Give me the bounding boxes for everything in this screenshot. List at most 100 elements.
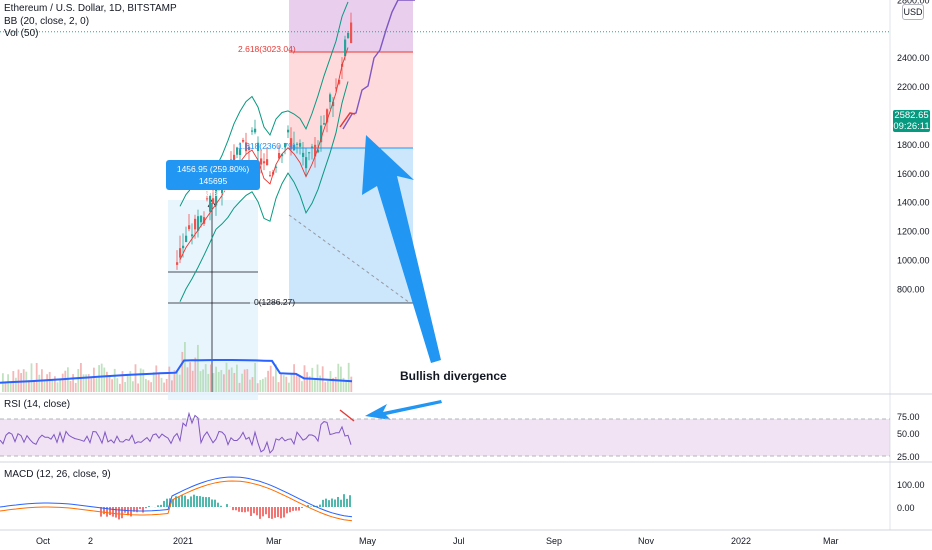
candle-body: [197, 216, 200, 231]
rsi-divergence-line: [339, 409, 355, 422]
volume-bar: [121, 371, 124, 392]
volume-bar: [204, 364, 207, 392]
candle-body: [296, 143, 299, 145]
macd-histogram-bar: [178, 497, 180, 507]
macd-tick-label: 100.00: [897, 480, 925, 490]
volume-bar: [217, 372, 220, 392]
volume-bar: [132, 381, 134, 392]
volume-bar: [202, 369, 204, 392]
macd-histogram-bar: [319, 504, 321, 507]
candle-body: [263, 161, 266, 164]
macd-histogram-bar: [274, 507, 276, 518]
volume-bar: [103, 367, 106, 392]
candle-body: [188, 225, 191, 230]
volume-bar: [329, 371, 332, 392]
volume-bar: [165, 378, 168, 392]
volume-bar: [314, 378, 316, 392]
volume-bar: [108, 376, 111, 392]
volume-bar: [298, 375, 301, 392]
volume-bar: [33, 381, 35, 392]
currency-button[interactable]: USD: [902, 4, 924, 20]
candle-body: [332, 101, 335, 107]
candle-body: [314, 144, 317, 157]
macd-histogram-bar: [259, 507, 261, 519]
volume-bar: [191, 370, 194, 392]
price-tick-label: 1400.00: [897, 198, 930, 208]
macd-histogram-bar: [214, 499, 216, 507]
macd-histogram-bar: [241, 507, 243, 513]
candle-body: [281, 154, 284, 157]
volume-bar: [311, 367, 314, 392]
volume-bar: [155, 365, 158, 392]
volume-bar: [236, 364, 238, 392]
candle-body: [275, 166, 278, 168]
macd-histogram-bar: [217, 502, 219, 507]
macd-tick-label: 0.00: [897, 503, 915, 513]
volume-bar: [134, 364, 137, 392]
candle-body: [254, 128, 257, 133]
candle-body: [293, 144, 296, 151]
rsi-tick-label: 50.00: [897, 429, 920, 439]
macd-histogram-bar: [307, 505, 309, 507]
fib-trend-line: [288, 214, 411, 304]
volume-bar: [150, 382, 152, 392]
candle-body: [242, 139, 245, 142]
candle-body: [269, 175, 272, 177]
macd-histogram-bar: [145, 507, 147, 509]
macd-histogram-bar: [253, 507, 255, 514]
volume-indicator-label[interactable]: Vol (50): [4, 28, 39, 39]
volume-bar: [100, 363, 103, 392]
volume-bar: [64, 370, 67, 392]
macd-histogram-bar: [295, 507, 297, 511]
volume-bar: [301, 381, 303, 392]
macd-histogram-bar: [301, 507, 303, 508]
last-price-tag: 2582.65 09:26:11: [893, 110, 930, 132]
volume-bar: [30, 363, 33, 392]
symbol-title[interactable]: Ethereum / U.S. Dollar, 1D, BITSTAMP: [4, 3, 177, 14]
candle-body: [347, 32, 350, 38]
volume-bar: [254, 362, 256, 392]
candle-body: [326, 109, 329, 123]
macd-histogram-bar: [205, 497, 207, 507]
macd-histogram-bar: [289, 507, 291, 513]
volume-bar: [98, 365, 100, 392]
macd-histogram-bar: [277, 507, 279, 518]
rsi-label[interactable]: RSI (14, close): [4, 399, 71, 410]
volume-bar: [256, 383, 259, 392]
macd-histogram-bar: [268, 507, 270, 519]
candle-body: [305, 157, 308, 169]
volume-bar: [337, 363, 340, 392]
macd-histogram-bar: [109, 507, 111, 516]
candle-body: [311, 146, 314, 148]
bb-indicator-label[interactable]: BB (20, close, 2, 0): [4, 16, 90, 27]
macd-histogram-bar: [172, 499, 174, 507]
macd-histogram-bar: [286, 507, 288, 514]
macd-histogram-bar: [175, 496, 177, 507]
volume-bar: [228, 369, 230, 392]
candle-body: [302, 152, 305, 157]
macd-histogram-bar: [313, 505, 315, 507]
time-tick-label: Mar: [266, 536, 282, 546]
fib-level-2618: 2.618(3023.04): [238, 44, 296, 54]
candle-body: [245, 142, 248, 152]
time-tick-label: Mar: [823, 536, 839, 546]
volume-bar: [332, 377, 334, 392]
macd-histogram-bar: [157, 505, 159, 507]
volume-bar: [72, 374, 74, 392]
macd-histogram-bar: [322, 499, 324, 507]
macd-histogram-bar: [187, 499, 189, 507]
volume-bar: [290, 373, 293, 392]
macd-histogram-bar: [235, 507, 237, 511]
volume-bar: [210, 364, 212, 392]
volume-ma-line: [0, 359, 353, 384]
candle-body: [176, 262, 179, 265]
candle-body: [350, 22, 353, 44]
price-tick-label: 2400.00: [897, 53, 930, 63]
volume-bar: [142, 369, 145, 392]
candle-body: [203, 217, 206, 224]
volume-bar: [324, 382, 327, 392]
volume-bar: [59, 378, 61, 392]
volume-bar: [308, 376, 311, 392]
macd-label[interactable]: MACD (12, 26, close, 9): [4, 469, 111, 480]
